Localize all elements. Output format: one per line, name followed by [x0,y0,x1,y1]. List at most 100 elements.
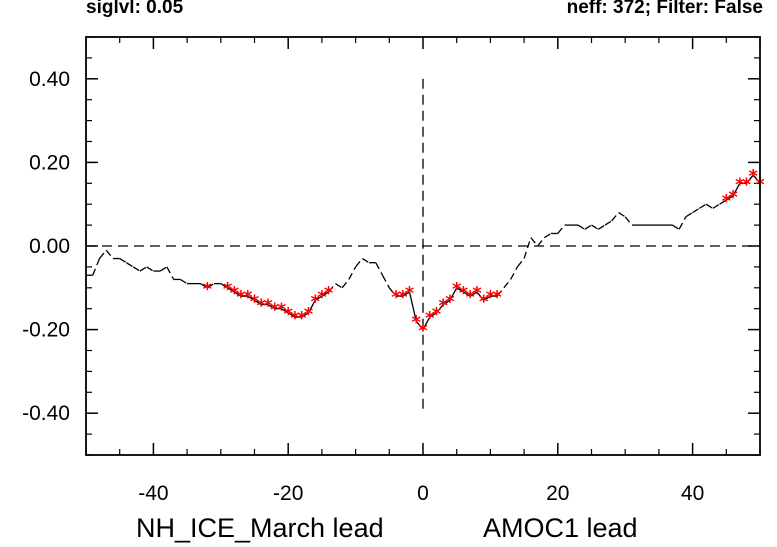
correlation-line-segment [206,283,215,289]
correlation-line-segment [180,278,188,285]
correlation-line-segment [341,279,350,289]
correlation-line-segment [146,266,154,272]
x-axis-label-right: AMOC1 lead [483,513,638,543]
correlation-line-segment [543,232,552,239]
correlation-line-segment [307,300,316,314]
correlation-line-segment [388,287,397,297]
correlation-line-segment [375,262,384,276]
significance-marker: * [297,308,307,329]
correlation-line-segment [287,312,296,318]
y-tick-label: 0.20 [29,151,70,174]
correlation-line-segment [126,262,134,268]
correlation-line-segment [732,182,741,197]
significance-marker: * [472,283,482,304]
significance-marker: * [310,291,320,312]
correlation-line-segment [247,295,255,301]
significance-marker: * [728,187,738,208]
significance-marker: * [459,283,469,304]
correlation-line-segment [597,224,606,230]
significance-marker: * [749,166,759,187]
correlation-line-segment [200,283,208,289]
y-tick-label: -0.40 [22,402,70,425]
correlation-line-segment [611,212,619,222]
significance-marker: * [203,279,213,300]
correlation-line-segment [355,258,363,268]
significance-marker: * [742,174,752,195]
correlation-line-segment [321,291,329,297]
significance-marker: * [263,296,273,317]
correlation-line-segment [685,212,693,218]
significance-marker: * [439,296,449,317]
significance-marker: * [324,283,334,304]
y-tick-label: 0.00 [29,235,70,258]
significance-marker: * [722,191,732,212]
correlation-line-segment [429,312,437,318]
x-tick-label: -40 [138,482,168,505]
correlation-line-segment [516,258,525,268]
correlation-line-segment [496,287,505,297]
significance-marker: * [486,287,496,308]
correlation-line-segment [725,195,734,201]
correlation-line-segment [604,220,613,226]
correlation-line-segment [483,295,491,301]
x-tick-label: -20 [273,482,303,505]
correlation-line-segment [119,257,127,264]
significance-marker: * [412,312,422,333]
significance-marker: * [735,174,745,195]
significance-marker: * [465,287,475,308]
correlation-line-segment [456,287,464,293]
significance-marker: * [223,279,233,300]
correlation-line-segment [335,283,343,289]
correlation-line-segment [381,274,390,289]
correlation-line-segment [719,199,727,205]
correlation-line-segment [132,266,141,272]
correlation-line-segment [166,266,175,280]
significance-marker: * [277,300,287,321]
correlation-line-segment [591,224,599,230]
correlation-line-segment [98,249,107,259]
correlation-line-segment [422,316,431,330]
correlation-line-segment [92,258,101,276]
correlation-line-segment [408,291,417,322]
correlation-line-segment [233,291,242,297]
correlation-line-segment [328,283,336,293]
significance-marker: * [250,291,260,312]
correlation-line-segment [442,299,451,306]
x-tick-label: 0 [417,482,429,505]
significance-marker: * [405,283,415,304]
plot-frame [85,36,761,456]
significance-marker: * [243,287,253,308]
significance-marker: * [257,296,267,317]
correlation-line-segment [105,249,114,259]
correlation-line-segment [752,174,761,184]
correlation-line-segment [415,320,424,331]
significance-marker: * [290,308,300,329]
correlation-line-segment [530,237,539,247]
correlation-line-segment [348,266,357,280]
correlation-line-segment [537,237,545,247]
significance-marker: * [270,300,280,321]
significance-marker: * [391,287,401,308]
correlation-line-segment [698,203,707,209]
significance-marker: * [432,304,442,325]
correlation-line-segment [254,299,262,306]
correlation-line-segment [361,257,370,264]
correlation-line-segment [503,279,512,289]
correlation-line-segment [159,266,168,272]
significance-marker: * [317,287,327,308]
correlation-line-segment [476,291,485,301]
correlation-line-segment [469,291,478,297]
y-tick-label: -0.20 [22,319,70,342]
significance-marker: * [492,287,502,308]
significance-marker: * [230,283,240,304]
correlation-line-segment [678,216,687,230]
significance-marker: * [283,304,293,325]
x-tick-label: 40 [681,482,704,505]
correlation-line-segment [705,203,714,209]
significance-marker: * [425,308,435,329]
correlation-line-segment [557,224,566,234]
siglvl-label: siglvl: 0.05 [86,0,184,18]
correlation-line-segment [139,266,148,272]
correlation-line-segment [712,203,720,209]
